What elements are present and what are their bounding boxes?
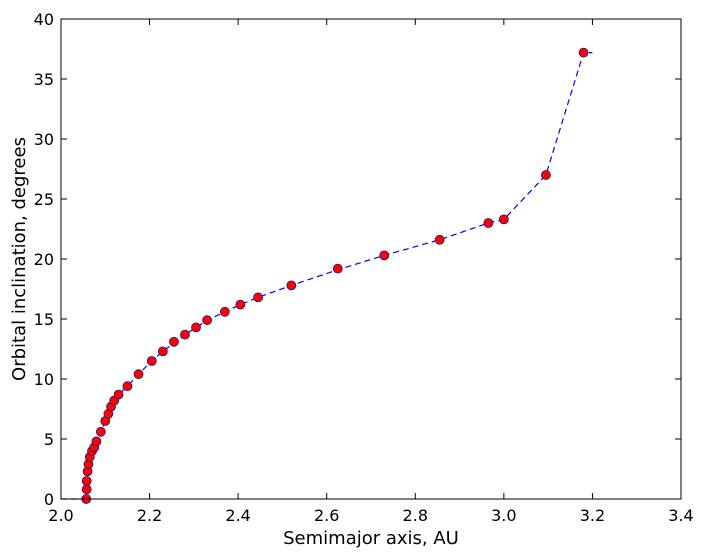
- data-point: [578, 47, 589, 58]
- data-point: [434, 234, 445, 245]
- x-tick-label: 2.0: [48, 506, 73, 525]
- data-point: [191, 322, 201, 333]
- data-point: [81, 476, 92, 486]
- y-tick-label: 25: [34, 190, 54, 209]
- x-tick-label: 2.4: [225, 506, 250, 525]
- data-point: [169, 336, 179, 347]
- x-tick-label: 2.2: [137, 506, 162, 525]
- axis-ticks: 2.0 2.2 2.4 2.6 2.8 3.0 3.2 3.4 0 5 10 15 20 25 30 35 40: [34, 10, 694, 525]
- data-point: [133, 369, 144, 380]
- y-tick-label: 5: [44, 430, 54, 449]
- data-point: [91, 436, 102, 447]
- data-point: [81, 484, 92, 495]
- data-point: [219, 306, 230, 317]
- y-tick-label: 40: [34, 10, 54, 29]
- y-tick-label: 30: [34, 130, 54, 149]
- y-tick-label: 35: [34, 70, 54, 89]
- x-tick-label: 2.8: [403, 506, 428, 525]
- x-tick-label: 3.4: [668, 506, 693, 525]
- y-tick-label: 0: [44, 490, 54, 509]
- y-axis-label: Orbital inclination, degrees: [9, 137, 30, 381]
- data-point: [253, 292, 263, 303]
- data-point: [157, 346, 168, 357]
- data-point: [498, 214, 509, 225]
- data-point: [180, 329, 190, 340]
- x-tick-label: 3.2: [580, 506, 605, 525]
- data-point: [122, 381, 133, 392]
- data-point: [202, 315, 213, 326]
- data-point: [541, 170, 551, 180]
- y-tick-label: 10: [34, 370, 54, 389]
- x-tick-label: 3.0: [491, 506, 516, 525]
- y-tick-label: 20: [34, 250, 54, 269]
- data-point: [113, 389, 124, 400]
- plot-area: [61, 47, 593, 504]
- data-point: [146, 356, 157, 366]
- data-point: [286, 280, 297, 291]
- data-point: [235, 299, 246, 310]
- data-point: [95, 426, 106, 437]
- data-point: [379, 250, 390, 261]
- data-point: [483, 218, 494, 228]
- x-tick-label: 2.6: [314, 506, 339, 525]
- x-axis-label: Semimajor axis, AU: [283, 528, 459, 549]
- data-point: [332, 263, 343, 274]
- y-tick-label: 15: [34, 310, 54, 329]
- plot-frame: [60, 18, 682, 500]
